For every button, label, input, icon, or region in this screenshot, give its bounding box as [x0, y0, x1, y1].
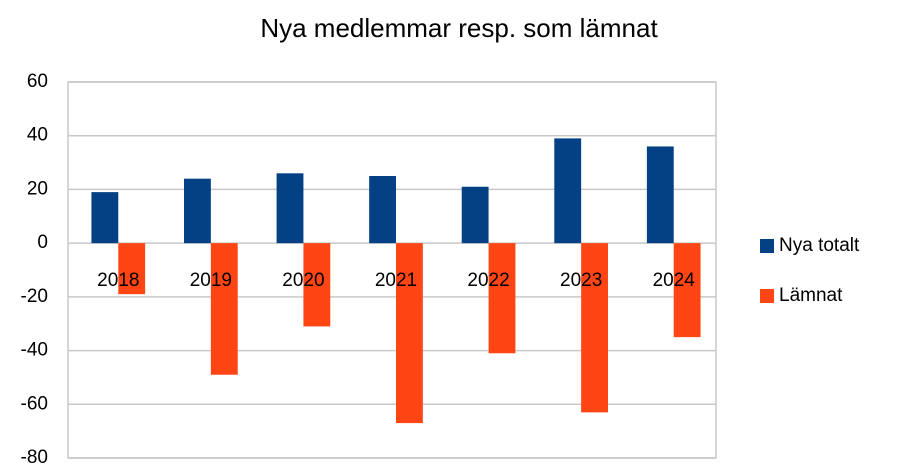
- y-tick-label: -60: [21, 393, 48, 414]
- bar: [673, 243, 701, 338]
- bar: [210, 243, 238, 375]
- bar: [488, 243, 516, 354]
- x-tick-label: 2020: [282, 270, 324, 291]
- bar: [91, 192, 119, 244]
- bar: [646, 146, 674, 244]
- y-tick-label: 60: [27, 71, 48, 92]
- bar: [118, 243, 146, 295]
- x-tick-label: 2024: [653, 270, 696, 291]
- y-tick-label: -80: [21, 447, 48, 468]
- y-tick-label: 0: [37, 232, 48, 253]
- y-tick-label: 40: [27, 125, 48, 146]
- bar: [396, 243, 423, 424]
- legend-swatch: [760, 289, 774, 303]
- bar: [184, 178, 211, 244]
- legend-swatch: [760, 239, 774, 253]
- bar: [369, 176, 396, 244]
- x-tick-label: 2023: [560, 270, 602, 291]
- y-tick-label: -40: [21, 340, 48, 361]
- x-tick-label: 2022: [467, 270, 509, 291]
- bar: [303, 243, 331, 327]
- x-tick-label: 2019: [190, 270, 232, 291]
- chart-title: Nya medlemmar resp. som lämnat: [260, 13, 658, 43]
- bar: [276, 173, 304, 244]
- bar: [581, 243, 608, 413]
- x-tick-label: 2018: [97, 270, 139, 291]
- bar: [461, 186, 489, 244]
- legend-label: Nya totalt: [779, 235, 860, 256]
- bar: [554, 138, 582, 244]
- y-tick-label: 20: [27, 178, 48, 199]
- x-tick-label: 2021: [375, 270, 417, 291]
- legend-label: Lämnat: [779, 285, 843, 306]
- y-tick-label: -20: [21, 286, 48, 307]
- plot-border: [67, 81, 717, 459]
